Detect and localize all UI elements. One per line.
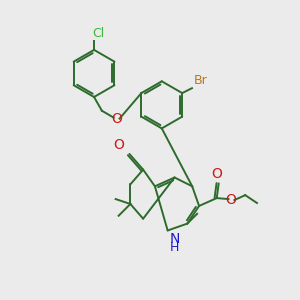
Text: Br: Br — [194, 74, 208, 87]
Text: N: N — [169, 232, 180, 246]
Text: O: O — [111, 112, 122, 126]
Text: O: O — [211, 167, 222, 182]
Text: Cl: Cl — [92, 27, 104, 40]
Text: O: O — [225, 193, 236, 207]
Text: H: H — [169, 241, 179, 254]
Text: O: O — [114, 138, 124, 152]
